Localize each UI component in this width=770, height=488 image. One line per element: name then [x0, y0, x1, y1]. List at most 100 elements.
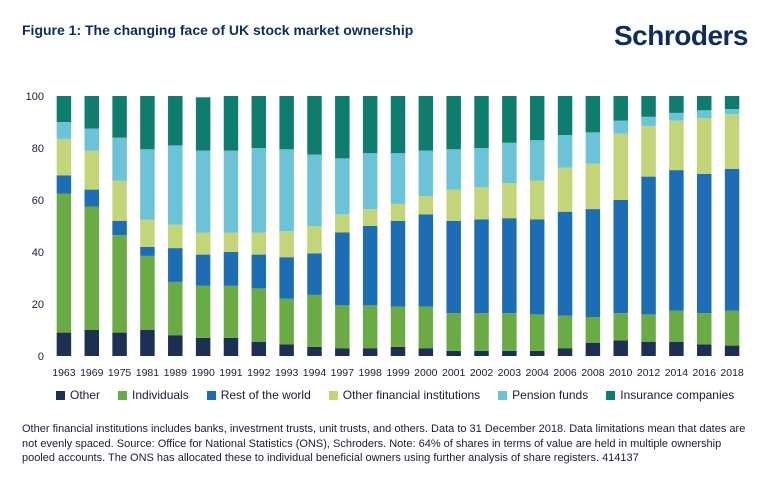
x-tick-label: 2018 — [720, 367, 744, 379]
y-tick-label: 80 — [32, 143, 44, 155]
bar-segment — [529, 140, 545, 181]
bar-segment — [697, 313, 712, 345]
x-tick-label: 1963 — [52, 367, 76, 379]
bar-segment — [112, 220, 127, 236]
x-tick-label: 2000 — [414, 367, 438, 379]
bar-segment — [140, 149, 155, 220]
y-tick-label: 20 — [32, 299, 44, 311]
bar-segment — [390, 220, 406, 307]
bar-segment — [223, 285, 239, 338]
bar-segment — [641, 314, 656, 342]
bar-segment — [474, 187, 489, 220]
bar-segment — [641, 176, 656, 315]
y-tick-label: 100 — [26, 91, 44, 103]
x-tick-label: 2004 — [526, 367, 550, 379]
x-tick-label: 2016 — [693, 367, 717, 379]
bar-segment — [446, 149, 461, 190]
bar-segment — [557, 348, 573, 356]
bar-segment — [641, 341, 656, 356]
bar-segment — [56, 138, 72, 176]
bar-segment — [84, 330, 99, 356]
bar-segment — [307, 346, 322, 356]
bar-segment — [585, 343, 601, 356]
legend-item: Pension funds — [498, 388, 588, 402]
x-tick-label: 2008 — [581, 367, 605, 379]
legend-item: Individuals — [118, 388, 189, 402]
bar-segment — [279, 298, 294, 345]
bar-segment — [502, 142, 517, 184]
bar-segment — [362, 96, 378, 154]
bar-segment — [529, 96, 545, 141]
bar-segment — [474, 313, 489, 351]
bar-segment — [613, 313, 628, 341]
x-tick-label: 2012 — [637, 367, 661, 379]
bar-segment — [279, 149, 294, 232]
bar-segment — [362, 348, 378, 356]
bar-segment — [641, 125, 656, 177]
x-tick-label: 2006 — [553, 367, 577, 379]
bar-segment — [697, 110, 712, 119]
bar-segment — [168, 96, 183, 146]
legend-item: Other financial institutions — [328, 388, 480, 402]
x-tick-label: 1994 — [303, 367, 327, 379]
bar-segment — [168, 224, 183, 249]
x-tick-label: 1999 — [386, 367, 410, 379]
chart-footnote: Other financial institutions includes ba… — [22, 423, 746, 464]
bar-segment — [84, 128, 99, 151]
bar-segment — [251, 254, 267, 289]
legend-item: Rest of the world — [206, 388, 311, 402]
legend-label: Individuals — [132, 388, 189, 402]
bar-segment — [56, 332, 72, 356]
bar-segment — [697, 174, 712, 314]
bar-segment — [362, 209, 378, 226]
x-tick-label: 1975 — [108, 367, 132, 379]
x-tick-label: 1997 — [331, 367, 355, 379]
legend-label: Other — [70, 388, 101, 402]
bar-segment — [84, 189, 99, 207]
bar-segment — [84, 206, 99, 330]
bar-segment — [112, 235, 127, 333]
bar-segment — [474, 148, 489, 187]
bar-segment — [418, 96, 434, 151]
bar-segment — [585, 209, 601, 317]
bar-segment — [529, 350, 545, 356]
bar-segment — [613, 200, 628, 314]
bar-segment — [474, 96, 489, 148]
bar-segment — [502, 96, 517, 143]
bar-segment — [557, 167, 573, 212]
bar-segment — [418, 306, 434, 349]
bar-segment — [279, 96, 294, 150]
bar-segment — [307, 96, 322, 155]
bar-segment — [251, 288, 267, 342]
legend-swatch — [498, 390, 508, 400]
bar-segment — [641, 96, 656, 117]
legend-swatch — [206, 390, 216, 400]
bar-segment — [195, 337, 211, 356]
chart-legend: Other Individuals Rest of the world Other f… — [56, 388, 752, 402]
bar-segment — [669, 310, 684, 342]
bar-segment — [669, 96, 684, 113]
bar-segment — [335, 348, 350, 356]
bar-segment — [223, 232, 239, 252]
legend-swatch — [118, 390, 128, 400]
legend-swatch — [606, 390, 616, 400]
stacked-bar-chart: 0 20 40 60 80 100 1963 1969 1975 1981 1989 1990 1991… — [26, 91, 744, 379]
bar-segment — [56, 175, 72, 194]
chart-title: Figure 1: The changing face of UK stock … — [22, 22, 414, 38]
bar-segment — [697, 118, 712, 174]
bar-segment — [669, 170, 684, 311]
bar-segment — [613, 133, 628, 200]
x-tick-label: 1992 — [247, 367, 271, 379]
bar-segment — [279, 257, 294, 299]
bar-segment — [557, 211, 573, 316]
bar-segment — [390, 346, 406, 356]
bar-segment — [84, 150, 99, 190]
bar-segment — [251, 96, 267, 148]
bar-segment — [223, 150, 239, 233]
bar-segment — [223, 96, 239, 151]
bar-segment — [557, 96, 573, 135]
bar-segment — [362, 305, 378, 349]
bar-segment — [613, 340, 628, 356]
bar-segment — [307, 294, 322, 347]
bar-segment — [641, 116, 656, 126]
